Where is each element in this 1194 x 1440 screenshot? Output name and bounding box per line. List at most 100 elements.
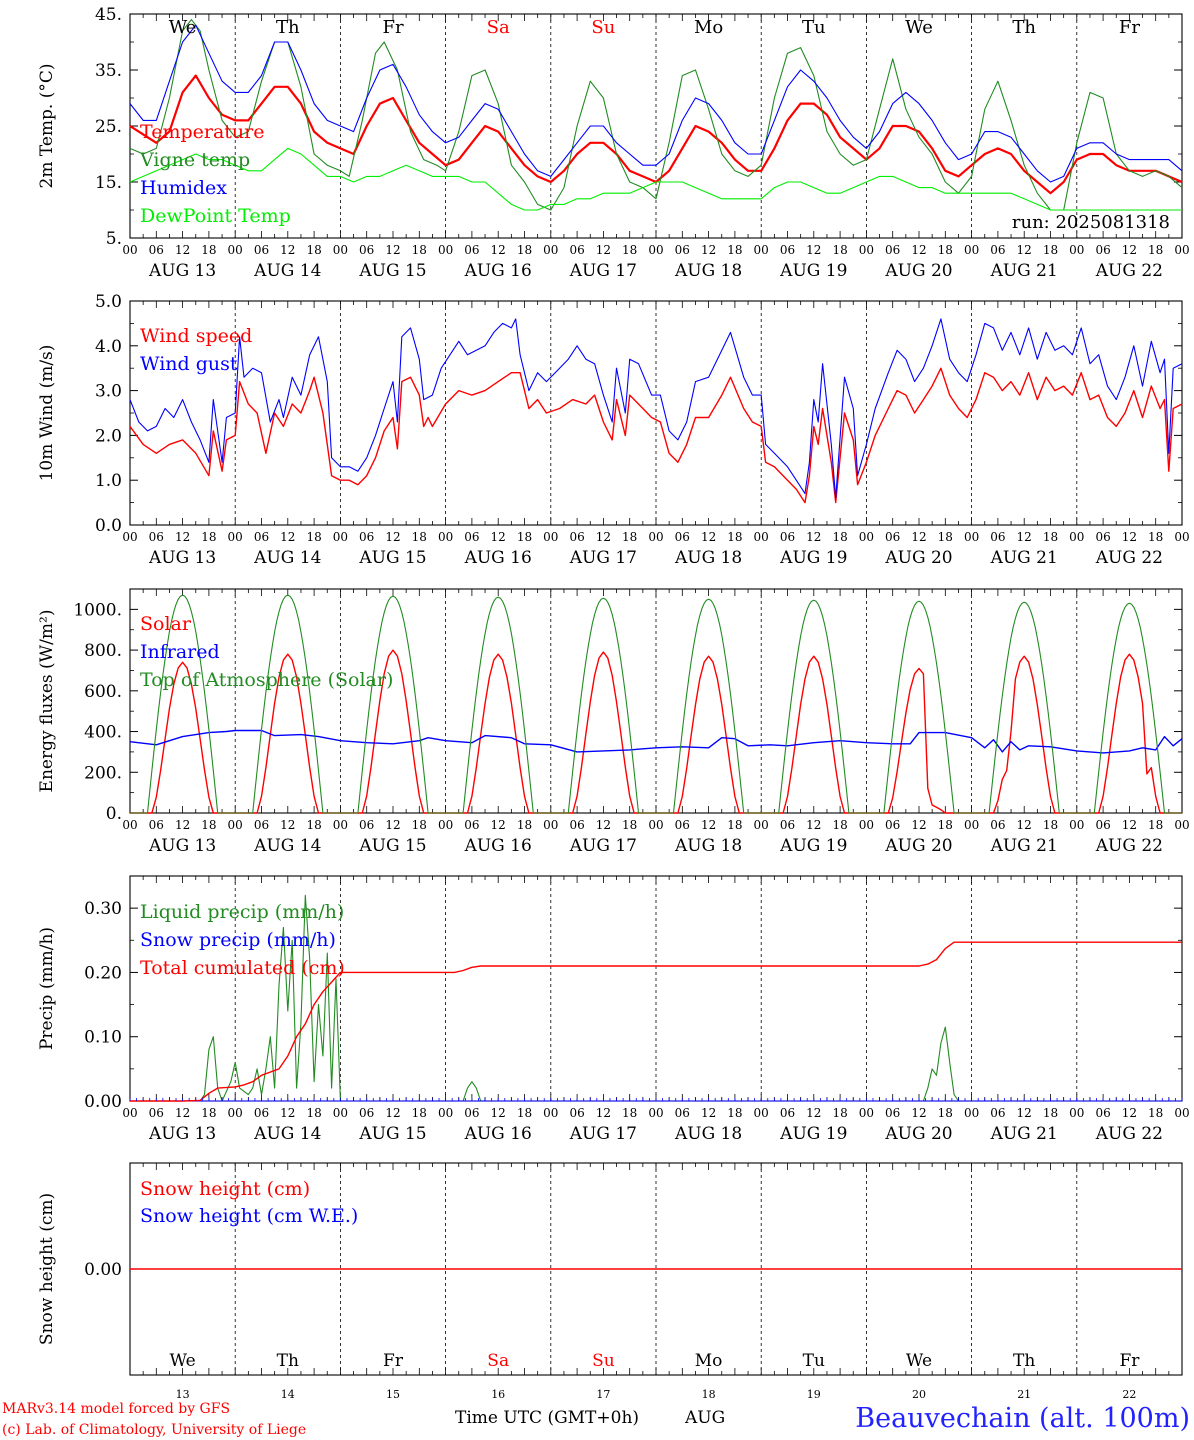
hour-tick-label: 18 (1148, 818, 1163, 832)
hour-tick-label: 00 (754, 530, 769, 544)
hour-tick-label: 00 (859, 243, 874, 257)
date-label: AUG 20 (884, 261, 952, 281)
weekday-label: Tu (802, 17, 826, 38)
hour-tick-label: 12 (1017, 1106, 1032, 1120)
hour-tick-label: 00 (122, 1106, 137, 1120)
legend-wind-gust: Wind gust (140, 353, 238, 375)
hour-tick-label: 06 (990, 530, 1005, 544)
hour-tick-label: 12 (701, 243, 716, 257)
hour-tick-label: 06 (464, 818, 479, 832)
date-label: AUG 15 (358, 261, 426, 281)
hour-tick-label: 00 (333, 243, 348, 257)
legend-infrared: Infrared (140, 641, 220, 663)
hour-tick-label: 06 (1095, 818, 1110, 832)
hour-tick-label: 00 (754, 243, 769, 257)
hour-tick-label: 00 (964, 530, 979, 544)
hour-tick-label: 00 (964, 1106, 979, 1120)
day-number-label: 18 (702, 1388, 716, 1401)
hour-tick-label: 00 (859, 818, 874, 832)
date-label: AUG 17 (569, 548, 637, 568)
hour-tick-label: 12 (385, 1106, 400, 1120)
y-axis-label: 2m Temp. (°C) (37, 63, 57, 188)
hour-tick-label: 12 (280, 530, 295, 544)
series-line-wind-speed (129, 367, 1183, 504)
hour-tick-label: 00 (754, 1106, 769, 1120)
hour-tick-label: 06 (675, 1106, 690, 1120)
hour-tick-label: 06 (990, 1106, 1005, 1120)
hour-tick-label: 18 (727, 1106, 742, 1120)
date-label: AUG 16 (464, 548, 532, 568)
date-label: AUG 20 (884, 548, 952, 568)
hour-tick-label: 12 (1122, 1106, 1137, 1120)
hour-tick-label: 18 (938, 530, 953, 544)
series-line-liquid-precip-mm-h (130, 894, 1182, 1102)
hour-tick-label: 00 (648, 1106, 663, 1120)
day-number-label: 22 (1122, 1388, 1136, 1401)
y-axis-label: Energy fluxes (W/m²) (37, 610, 57, 793)
hour-tick-label: 12 (491, 530, 506, 544)
y-tick-label: 25. (95, 117, 122, 137)
hour-tick-label: 12 (911, 530, 926, 544)
hour-tick-label: 18 (1148, 530, 1163, 544)
date-label: AUG 20 (884, 1124, 952, 1144)
y-tick-label: 2.0 (95, 426, 122, 446)
date-label: AUG 13 (148, 261, 216, 281)
hour-tick-label: 00 (228, 530, 243, 544)
weekday-label: Mo (695, 1351, 723, 1371)
hour-tick-label: 12 (1017, 818, 1032, 832)
weekday-label: We (905, 17, 933, 38)
date-label: AUG 19 (779, 836, 847, 856)
y-tick-label: 35. (95, 61, 122, 81)
hour-tick-label: 18 (201, 1106, 216, 1120)
hour-tick-label: 00 (438, 530, 453, 544)
hour-tick-label: 00 (648, 530, 663, 544)
series-line-humidex (129, 24, 1183, 183)
hour-tick-label: 06 (675, 530, 690, 544)
hour-tick-label: 00 (228, 243, 243, 257)
hour-tick-label: 00 (333, 530, 348, 544)
weekday-label: Su (592, 1351, 615, 1371)
hour-tick-label: 12 (280, 818, 295, 832)
weekday-label: Th (1013, 1351, 1035, 1371)
hour-tick-label: 00 (333, 818, 348, 832)
hour-tick-label: 00 (754, 818, 769, 832)
date-label: AUG 17 (569, 1124, 637, 1144)
y-tick-label: 15. (95, 173, 122, 193)
hour-tick-label: 06 (675, 818, 690, 832)
date-label: AUG 15 (358, 836, 426, 856)
hour-tick-label: 06 (464, 1106, 479, 1120)
hour-tick-label: 12 (806, 243, 821, 257)
hour-tick-label: 18 (201, 530, 216, 544)
legend-liquid-precip-mm-h: Liquid precip (mm/h) (140, 901, 344, 923)
date-label: AUG 21 (990, 261, 1058, 281)
hour-tick-label: 00 (964, 818, 979, 832)
y-tick-label: 0.00 (84, 1092, 122, 1112)
hour-tick-label: 00 (859, 530, 874, 544)
weekday-label: Th (276, 17, 300, 38)
date-label: AUG 22 (1095, 548, 1163, 568)
lab-credit-line: (c) Lab. of Climatology, University of L… (2, 1422, 306, 1438)
date-label: AUG 13 (148, 548, 216, 568)
hour-tick-label: 06 (1095, 530, 1110, 544)
hour-tick-label: 00 (543, 243, 558, 257)
series-line-dewpoint-temp (129, 147, 1182, 211)
hour-tick-label: 00 (1174, 530, 1189, 544)
weekday-label: Fr (383, 1351, 404, 1371)
y-tick-label: 3.0 (95, 382, 122, 402)
hour-tick-label: 12 (175, 1106, 190, 1120)
hour-tick-label: 12 (175, 530, 190, 544)
y-tick-label: 0.00 (84, 1260, 122, 1280)
weekday-label: Mo (694, 17, 723, 38)
legend-solar: Solar (140, 613, 192, 635)
hour-tick-label: 12 (701, 530, 716, 544)
plot-frame (129, 300, 1183, 526)
hour-tick-label: 06 (569, 530, 584, 544)
hour-tick-label: 12 (701, 818, 716, 832)
day-number-label: 16 (491, 1388, 505, 1401)
y-axis-label: Precip (mm/h) (37, 927, 57, 1050)
hour-tick-label: 18 (727, 818, 742, 832)
x-axis-label: Time UTC (GMT+0h) (455, 1408, 639, 1428)
legend-vigne-temp: Vigne temp (139, 149, 250, 171)
hour-tick-label: 18 (622, 530, 637, 544)
hour-tick-label: 00 (1069, 1106, 1084, 1120)
